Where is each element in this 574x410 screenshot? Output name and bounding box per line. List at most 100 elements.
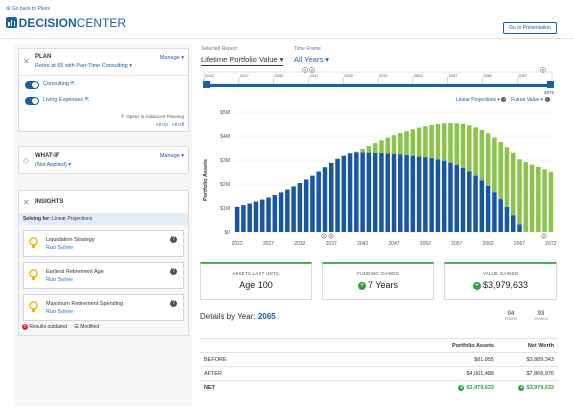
run-solver-link[interactable]: Run Solver (46, 245, 74, 251)
insight-card-earliest-retirement[interactable]: Earliest Retirement Age Run Solver ? (23, 262, 184, 289)
bar-portfolio-assets[interactable] (259, 199, 265, 232)
insight-card-liquidation[interactable]: Liquidation Strategy Run Solver ? (23, 230, 184, 257)
bar-portfolio-assets[interactable] (385, 153, 390, 232)
bar-portfolio-assets[interactable] (416, 156, 422, 232)
bar-portfolio-assets[interactable] (454, 165, 460, 232)
bar-portfolio-assets[interactable] (372, 152, 378, 232)
bar-shortfall[interactable] (517, 159, 522, 225)
bar-portfolio-assets[interactable] (328, 162, 334, 232)
bar-portfolio-assets[interactable] (322, 167, 328, 232)
bar-portfolio-assets[interactable] (241, 205, 246, 232)
bar-shortfall[interactable] (448, 123, 453, 163)
bar-portfolio-assets[interactable] (291, 186, 296, 232)
back-link[interactable]: ⚙ Go back to Plans (6, 6, 50, 12)
timeline-end-handle[interactable] (547, 81, 554, 88)
bar-portfolio-assets[interactable] (278, 192, 284, 232)
bar-portfolio-assets[interactable] (498, 199, 503, 232)
bar-shortfall[interactable] (354, 151, 359, 153)
bar-shortfall[interactable] (391, 135, 397, 154)
bar-portfolio-assets[interactable] (517, 224, 522, 232)
bar-shortfall[interactable] (510, 152, 516, 216)
bar-portfolio-assets[interactable] (398, 154, 403, 232)
bar-portfolio-assets[interactable] (391, 154, 397, 232)
bar-portfolio-assets[interactable] (354, 152, 359, 232)
consulting-toggle[interactable] (25, 81, 39, 89)
bar-shortfall[interactable] (366, 146, 372, 153)
bar-shortfall[interactable] (385, 137, 390, 154)
bar-portfolio-assets[interactable] (379, 153, 384, 232)
bar-portfolio-assets[interactable] (510, 215, 516, 232)
modified-label[interactable]: Modified (80, 324, 100, 330)
bar-shortfall[interactable] (479, 130, 485, 181)
whatif-manage-button[interactable]: Manage ▾ (159, 153, 184, 159)
milestone-marker[interactable] (309, 67, 315, 73)
bar-shortfall[interactable] (379, 140, 384, 154)
bar-shortfall[interactable] (529, 164, 535, 232)
future-value-dropdown[interactable]: Future Value ▾ ? (511, 97, 550, 103)
all-on-button[interactable]: All On (155, 122, 169, 127)
bar-shortfall[interactable] (492, 137, 497, 193)
help-icon[interactable]: ? (170, 236, 177, 243)
milestone-marker[interactable] (328, 233, 334, 239)
bar-shortfall[interactable] (410, 129, 416, 156)
living-expenses-toggle[interactable] (25, 97, 39, 105)
bar-portfolio-assets[interactable] (266, 197, 271, 232)
whatif-status-select[interactable]: (Not Applied) ▾ (35, 162, 72, 168)
timeline-slider[interactable]: 2022 2027 2032 2037 2042 2047 2052 2057 2062 2067… (200, 66, 558, 94)
timeline-start-handle[interactable] (203, 81, 210, 88)
run-solver-link[interactable]: Run Solver (46, 277, 74, 283)
collapse-icon[interactable]: ✕ (23, 57, 30, 66)
bar-shortfall[interactable] (548, 171, 554, 232)
bar-portfolio-assets[interactable] (335, 158, 340, 232)
bar-portfolio-assets[interactable] (360, 152, 365, 232)
bar-portfolio-assets[interactable] (435, 159, 441, 232)
bar-portfolio-assets[interactable] (247, 203, 252, 232)
bar-shortfall[interactable] (498, 142, 503, 200)
bar-portfolio-assets[interactable] (485, 185, 491, 232)
bar-portfolio-assets[interactable] (310, 175, 315, 232)
bar-shortfall[interactable] (485, 133, 491, 186)
milestone-marker[interactable] (541, 233, 547, 239)
bar-shortfall[interactable] (542, 169, 547, 232)
bar-shortfall[interactable] (404, 131, 409, 155)
bar-portfolio-assets[interactable] (460, 167, 466, 232)
bar-shortfall[interactable] (536, 166, 541, 232)
bar-shortfall[interactable] (467, 125, 472, 172)
bar-shortfall[interactable] (504, 147, 510, 207)
bar-shortfall[interactable] (423, 126, 428, 158)
bar-shortfall[interactable] (435, 124, 441, 160)
bar-shortfall[interactable] (454, 123, 460, 166)
bar-shortfall[interactable] (360, 148, 365, 153)
bar-portfolio-assets[interactable] (423, 157, 428, 232)
bar-shortfall[interactable] (416, 127, 422, 157)
milestone-marker[interactable] (540, 67, 546, 73)
bar-portfolio-assets[interactable] (347, 153, 353, 232)
bar-portfolio-assets[interactable] (285, 189, 290, 232)
bar-portfolio-assets[interactable] (404, 154, 409, 232)
help-icon[interactable]: ? (544, 97, 550, 102)
help-icon[interactable]: ? (170, 300, 177, 307)
bar-portfolio-assets[interactable] (504, 206, 510, 232)
details-year[interactable]: 2065 (257, 312, 276, 321)
bar-portfolio-assets[interactable] (234, 206, 240, 232)
run-solver-link[interactable]: Run Solver (46, 309, 74, 315)
bar-portfolio-assets[interactable] (448, 162, 453, 232)
bar-shortfall[interactable] (523, 162, 529, 232)
bar-portfolio-assets[interactable] (303, 179, 309, 232)
plan-name-select[interactable]: Retire at 65 with Part-Time Consulting ▾ (35, 63, 133, 69)
insight-card-max-spending[interactable]: Maximum Retirement Spending Run Solver ? (23, 294, 184, 321)
time-frame-dropdown[interactable]: All Years ▾ (294, 55, 330, 64)
all-off-button[interactable]: All Off (171, 122, 184, 127)
bar-shortfall[interactable] (473, 127, 478, 176)
bar-shortfall[interactable] (460, 123, 466, 168)
bar-portfolio-assets[interactable] (441, 160, 447, 232)
help-icon[interactable]: ? (501, 97, 507, 102)
bar-portfolio-assets[interactable] (316, 171, 321, 232)
bar-portfolio-assets[interactable] (429, 158, 434, 232)
go-to-presentation-button[interactable]: Go to Presentation (503, 22, 557, 34)
selected-report-dropdown[interactable]: Lifetime Portfolio Value ▾ (201, 55, 284, 66)
bar-portfolio-assets[interactable] (492, 192, 497, 232)
collapse-icon[interactable]: ◇ (23, 156, 30, 165)
bar-portfolio-assets[interactable] (479, 180, 485, 232)
bar-shortfall[interactable] (441, 123, 447, 161)
